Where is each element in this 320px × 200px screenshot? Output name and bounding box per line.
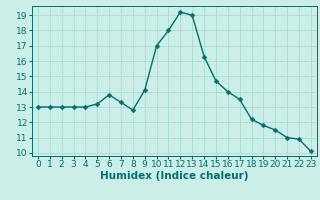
X-axis label: Humidex (Indice chaleur): Humidex (Indice chaleur) [100,171,249,181]
